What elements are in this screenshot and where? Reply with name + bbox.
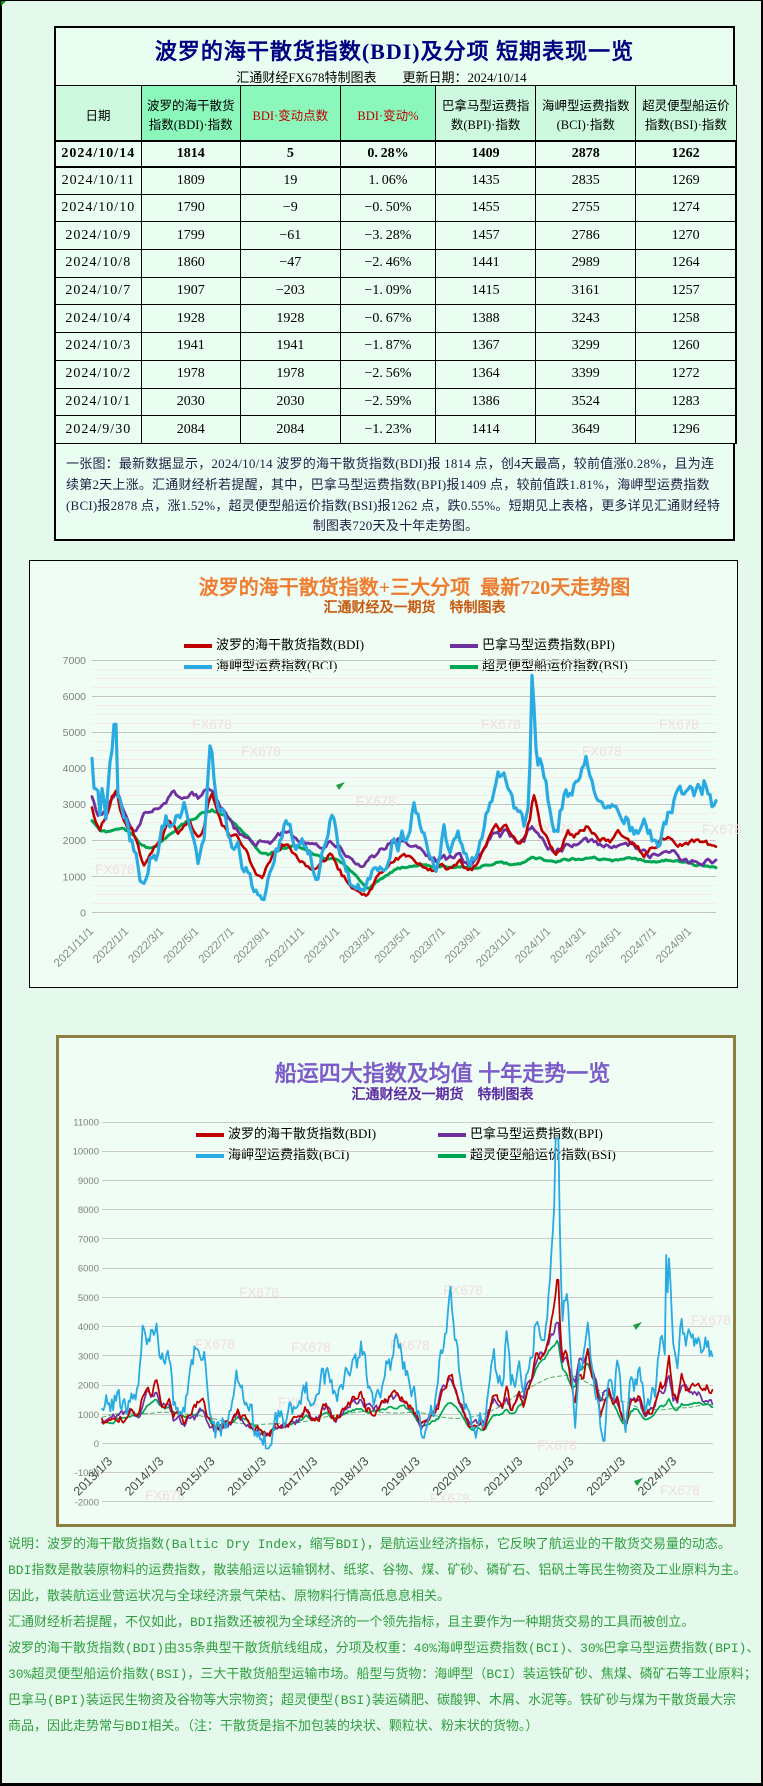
- svg-text:10000: 10000: [73, 1147, 99, 1158]
- svg-text:FX678: FX678: [192, 717, 232, 732]
- svg-text:5000: 5000: [63, 727, 87, 739]
- svg-text:4000: 4000: [78, 1322, 99, 1333]
- svg-text:FX678: FX678: [691, 1313, 731, 1328]
- svg-text:2019/1/3: 2019/1/3: [379, 1454, 423, 1498]
- svg-text:FX678: FX678: [241, 744, 281, 759]
- svg-text:FX678: FX678: [356, 794, 396, 809]
- svg-text:FX678: FX678: [537, 1438, 577, 1453]
- svg-text:2018/1/3: 2018/1/3: [327, 1454, 371, 1498]
- svg-text:3000: 3000: [78, 1351, 99, 1362]
- svg-text:-1000: -1000: [75, 1468, 99, 1479]
- svg-text:FX678: FX678: [390, 1338, 430, 1353]
- svg-text:0: 0: [94, 1439, 99, 1450]
- svg-text:5000: 5000: [78, 1293, 99, 1304]
- svg-text:2024/3/1: 2024/3/1: [548, 926, 588, 966]
- svg-text:2022/5/1: 2022/5/1: [161, 926, 201, 966]
- svg-text:FX678: FX678: [239, 1285, 279, 1300]
- svg-text:4000: 4000: [63, 763, 87, 775]
- svg-text:2023/3/1: 2023/3/1: [337, 926, 377, 966]
- svg-text:FX678: FX678: [660, 1483, 700, 1498]
- svg-text:2021/11/1: 2021/11/1: [52, 926, 96, 970]
- svg-text:2000: 2000: [63, 835, 87, 847]
- svg-text:FX678: FX678: [145, 1488, 185, 1503]
- svg-text:2017/1/3: 2017/1/3: [276, 1454, 320, 1498]
- svg-text:2015/1/3: 2015/1/3: [173, 1454, 217, 1498]
- svg-text:FX678: FX678: [195, 1337, 235, 1352]
- svg-text:2023/5/1: 2023/5/1: [373, 926, 413, 966]
- svg-text:2000: 2000: [78, 1381, 99, 1392]
- svg-text:FX678: FX678: [582, 744, 622, 759]
- svg-text:8000: 8000: [78, 1205, 99, 1216]
- svg-text:2022/3/1: 2022/3/1: [126, 926, 166, 966]
- svg-text:2024/1/1: 2024/1/1: [513, 926, 553, 966]
- svg-text:2021/1/3: 2021/1/3: [481, 1454, 525, 1498]
- svg-text:FX678: FX678: [430, 1491, 470, 1506]
- svg-text:2022/7/1: 2022/7/1: [197, 926, 237, 966]
- svg-text:2024/9/1: 2024/9/1: [654, 926, 694, 966]
- svg-text:2023/7/1: 2023/7/1: [408, 926, 448, 966]
- svg-text:11000: 11000: [73, 1118, 99, 1129]
- svg-text:2016/1/3: 2016/1/3: [225, 1454, 269, 1498]
- svg-text:0: 0: [80, 907, 86, 919]
- svg-text:FX678: FX678: [702, 822, 742, 837]
- svg-text:2024/7/1: 2024/7/1: [619, 926, 659, 966]
- svg-text:FX678: FX678: [443, 1283, 483, 1298]
- svg-text:1000: 1000: [63, 871, 87, 883]
- svg-text:6000: 6000: [63, 691, 87, 703]
- svg-text:3000: 3000: [63, 799, 87, 811]
- svg-text:7000: 7000: [63, 655, 87, 667]
- svg-text:-2000: -2000: [75, 1498, 99, 1509]
- svg-text:9000: 9000: [78, 1176, 99, 1187]
- svg-text:2023/1/1: 2023/1/1: [302, 926, 342, 966]
- svg-text:1000: 1000: [78, 1410, 99, 1421]
- svg-text:2023/1/3: 2023/1/3: [584, 1454, 628, 1498]
- svg-text:FX678: FX678: [291, 1340, 331, 1355]
- svg-text:2022/1/1: 2022/1/1: [91, 926, 131, 966]
- svg-text:7000: 7000: [78, 1234, 99, 1245]
- svg-text:FX678: FX678: [659, 717, 699, 732]
- svg-text:FX678: FX678: [278, 1395, 318, 1410]
- svg-text:FX678: FX678: [95, 862, 135, 877]
- svg-text:2022/1/3: 2022/1/3: [532, 1454, 576, 1498]
- svg-text:2024/5/1: 2024/5/1: [584, 926, 624, 966]
- svg-text:FX678: FX678: [481, 717, 521, 732]
- svg-text:6000: 6000: [78, 1264, 99, 1275]
